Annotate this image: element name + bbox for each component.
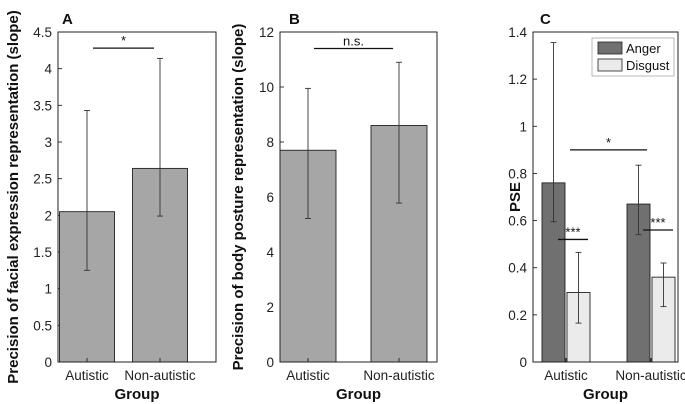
y-tick-label: 1.4 xyxy=(508,25,527,40)
y-tick-label: 1.5 xyxy=(33,245,52,260)
legend-label-anger: Anger xyxy=(626,41,661,56)
x-axis-label: Group xyxy=(583,386,628,403)
significance-label: * xyxy=(121,33,126,48)
y-tick-label: 2.5 xyxy=(33,172,52,187)
y-tick-label: 0.8 xyxy=(508,166,527,181)
panel-label: C xyxy=(540,11,551,28)
legend-swatch-disgust xyxy=(597,58,623,72)
panel-b: B 0 2 4 6 8 10 12 Precision of body posture repr… xyxy=(230,11,438,403)
y-axis-label: Precision of facial expression represent… xyxy=(5,10,22,383)
y-tick-label: 3.5 xyxy=(33,98,52,113)
y-tick-label: 0 xyxy=(44,355,52,370)
legend-label-disgust: Disgust xyxy=(626,58,670,73)
y-tick-label: 2 xyxy=(44,208,52,223)
x-tick-label: Non-autistic xyxy=(124,368,196,383)
panel-label: A xyxy=(62,11,73,28)
panel-c: C 0 0.2 0.4 0.6 0.8 1 1.2 1.4 PSE Anger Disgust Auti… xyxy=(507,11,685,403)
axes-box xyxy=(532,31,679,363)
legend: Anger Disgust xyxy=(591,37,675,77)
panel-label: B xyxy=(289,11,300,28)
y-tick-label: 1 xyxy=(44,282,52,297)
x-tick-label: Non-autistic xyxy=(615,368,685,383)
y-tick-label: 0 xyxy=(266,355,274,370)
x-tick-label: Autistic xyxy=(544,368,588,383)
y-tick-label: 10 xyxy=(259,80,274,95)
significance-label: *** xyxy=(650,215,665,230)
y-tick-label: 0.2 xyxy=(508,308,527,323)
y-tick-label: 0.5 xyxy=(33,318,52,333)
y-tick-label: 3 xyxy=(44,135,52,150)
y-tick-label: 0.6 xyxy=(508,214,527,229)
x-tick-label: Autistic xyxy=(286,368,330,383)
y-axis-label: PSE xyxy=(507,182,524,212)
x-tick-label: Autistic xyxy=(65,368,109,383)
y-tick-label: 2 xyxy=(266,300,274,315)
significance-label: *** xyxy=(565,224,580,239)
y-tick-label: 6 xyxy=(266,190,274,205)
y-tick-label: 1.2 xyxy=(508,72,527,87)
x-axis-label: Group xyxy=(336,386,381,403)
y-tick-label: 4 xyxy=(44,62,52,77)
legend-swatch-anger xyxy=(597,41,623,55)
y-tick-label: 4 xyxy=(266,245,274,260)
axes-box xyxy=(57,31,217,363)
y-tick-label: 8 xyxy=(266,135,274,150)
y-tick-label: 0.4 xyxy=(508,261,527,276)
panel-a: A 0 0.5 1 1.5 2 2.5 3 3.5 4 4.5 Precision of facial… xyxy=(5,10,217,403)
y-tick-label: 12 xyxy=(259,25,274,40)
y-tick-label: 4.5 xyxy=(33,25,52,40)
axes-box xyxy=(279,31,438,363)
x-axis-label: Group xyxy=(115,386,160,403)
y-tick-label: 1 xyxy=(519,119,527,134)
significance-label: n.s. xyxy=(343,34,364,49)
significance-label: * xyxy=(606,135,611,150)
y-tick-label: 0 xyxy=(519,355,527,370)
y-axis-label: Precision of body posture representation… xyxy=(230,24,247,371)
x-tick-label: Non-autistic xyxy=(363,368,435,383)
